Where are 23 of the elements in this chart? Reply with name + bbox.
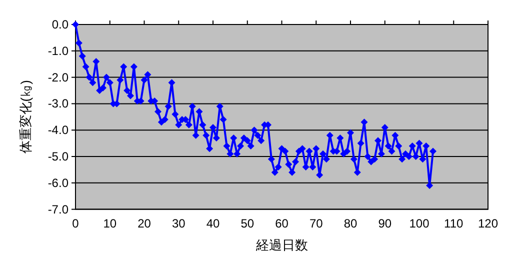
x-tick-label: 0 bbox=[72, 216, 80, 230]
x-tick-label: 70 bbox=[309, 216, 324, 230]
x-axis-title: 経過日数 bbox=[254, 237, 308, 252]
x-tick-label: 10 bbox=[103, 216, 117, 230]
x-tick-label: 40 bbox=[206, 216, 220, 230]
y-tick-label: -4.0 bbox=[48, 123, 69, 138]
x-tick-label: 120 bbox=[478, 216, 498, 230]
y-tick-label: -7.0 bbox=[48, 202, 69, 216]
x-tick-label: 100 bbox=[409, 216, 430, 230]
y-tick-label: -1.0 bbox=[48, 44, 69, 58]
x-tick-label: 60 bbox=[275, 216, 289, 230]
x-tick-label: 80 bbox=[344, 216, 358, 230]
x-tick-label: 30 bbox=[172, 216, 186, 230]
x-tick-label: 90 bbox=[378, 216, 392, 230]
x-tick-label: 50 bbox=[240, 216, 254, 230]
y-tick-label: -2.0 bbox=[48, 70, 69, 84]
x-tick-label: 20 bbox=[138, 216, 152, 230]
y-tick-label: 0.0 bbox=[52, 18, 69, 32]
y-axis-title: 体重変化(㎏) bbox=[18, 80, 33, 154]
y-tick-label: -5.0 bbox=[48, 150, 69, 164]
y-tick-label: -6.0 bbox=[48, 176, 69, 190]
x-tick-label: 110 bbox=[444, 216, 464, 230]
y-tick-label: -3.0 bbox=[48, 96, 69, 111]
